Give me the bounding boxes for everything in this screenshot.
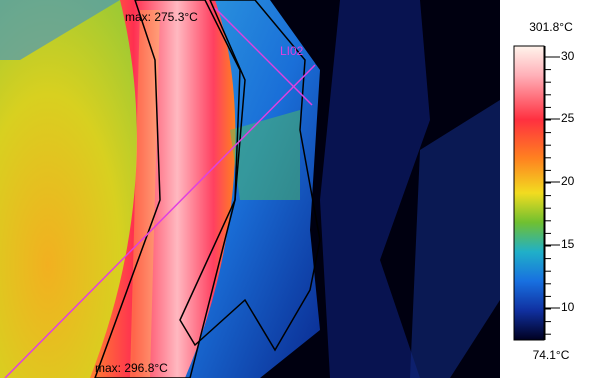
scale-tick-label: 25: [561, 111, 575, 125]
scale-tick-label: 15: [561, 237, 575, 251]
scale-tick-label: 30: [561, 49, 575, 63]
max-annotation: max: 296.8°C: [95, 361, 168, 375]
scale-tick-label: 10: [561, 300, 575, 314]
scale-minor-ticks: [545, 57, 551, 334]
thermal-view: max: 275.3°C max: 296.8°C LI02 301.8°C 3…: [0, 0, 591, 378]
line-label: LI02: [280, 44, 304, 58]
thermal-image: max: 275.3°C max: 296.8°C LI02: [0, 0, 500, 378]
page: max: 275.3°C max: 296.8°C LI02 301.8°C 3…: [0, 0, 591, 378]
max-annotation: max: 275.3°C: [125, 10, 198, 24]
color-scale: [514, 46, 544, 340]
scale-tick-label: 20: [561, 174, 575, 188]
scale-min-label: 74.1°C: [533, 348, 570, 362]
scale-max-label: 301.8°C: [529, 20, 573, 34]
